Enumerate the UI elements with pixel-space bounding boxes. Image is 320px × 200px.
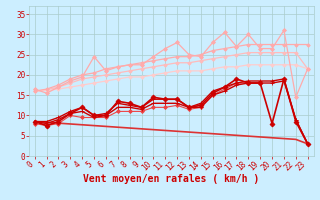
X-axis label: Vent moyen/en rafales ( km/h ): Vent moyen/en rafales ( km/h ): [83, 174, 259, 184]
